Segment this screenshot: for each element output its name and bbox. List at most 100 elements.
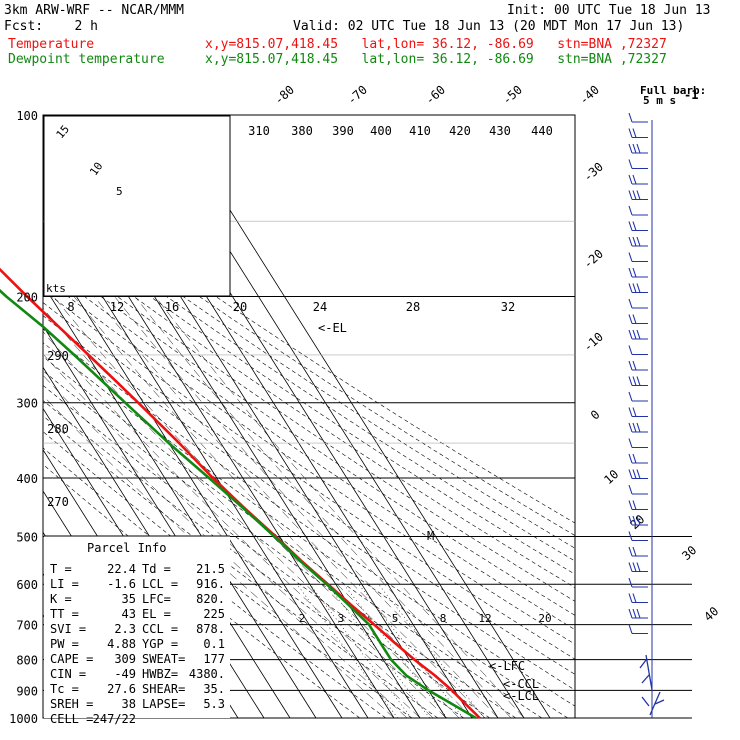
wind-barb — [628, 267, 648, 278]
wind-barb — [628, 221, 648, 232]
lfc-marker: <-LFC — [489, 659, 525, 673]
isotherm-label: 40 — [701, 604, 721, 624]
hodograph-kts-label: kts — [46, 282, 66, 295]
moist-adiabat — [53, 296, 460, 719]
wind-barb — [628, 422, 648, 433]
el-marker: <-EL — [318, 321, 347, 335]
wind-barb — [628, 515, 648, 526]
wind-barb-low — [639, 654, 665, 716]
moist-adiabat — [43, 307, 447, 719]
parcel-value: 22.4 — [107, 562, 136, 576]
pressure-tick-600: 600 — [16, 578, 38, 592]
melting-level-marker: M — [427, 529, 434, 543]
parcel-info-row: CELL = 247/22 — [50, 712, 136, 726]
wind-barb — [628, 112, 648, 123]
wind-barb — [628, 438, 648, 449]
isotherm-label: -60 — [423, 83, 448, 108]
wind-barb — [628, 546, 648, 557]
mixing-ratio-label: 5 — [392, 612, 399, 625]
parcel-label: LCL = — [142, 577, 178, 591]
parcel-info-row: SVI = 2.3 CCL = 878. — [50, 622, 225, 636]
parcel-label: CCL = — [142, 622, 178, 636]
wind-barb — [628, 531, 648, 542]
wind-barb — [628, 236, 648, 247]
parcel-info-row: SREH = 38 LAPSE= 5.3 — [50, 697, 225, 711]
theta-label: 420 — [449, 124, 471, 138]
dry-adiabat — [43, 400, 464, 719]
pressure-tick-700: 700 — [16, 619, 38, 633]
wind-barb — [628, 283, 648, 294]
wind-barb — [628, 329, 648, 340]
parcel-info-row: CAPE = 309 SWEAT= 177 — [50, 652, 225, 666]
wind-barb — [628, 484, 648, 495]
pressure-tick-300: 300 — [16, 397, 38, 411]
parcel-value: 177 — [203, 652, 225, 666]
speed-tick-label: 12 — [110, 300, 124, 314]
wind-barb — [628, 174, 648, 185]
parcel-value: 4380. — [189, 667, 225, 681]
parcel-info-row: Tc = 27.6 SHEAR= 35. — [50, 682, 225, 696]
parcel-label: CAPE = — [50, 652, 93, 666]
isotherm — [169, 115, 551, 719]
wind-barb — [628, 391, 648, 402]
mixing-ratio-line — [378, 584, 485, 719]
parcel-value: 225 — [203, 607, 225, 621]
isotherm-label: 10 — [601, 467, 621, 487]
parcel-label: YGP = — [142, 637, 178, 651]
parcel-label: SREH = — [50, 697, 93, 711]
parcel-value: 43 — [122, 607, 136, 621]
hodograph-ring-label: 10 — [87, 160, 105, 178]
parcel-value: 878. — [196, 622, 225, 636]
parcel-label: LI = — [50, 577, 79, 591]
parcel-info-row: TT = 43 EL = 225 — [50, 607, 225, 621]
parcel-value: 916. — [196, 577, 225, 591]
wind-barb — [628, 624, 648, 635]
barb-legend-2: 5 m s — [643, 94, 676, 107]
theta-label: 390 — [332, 124, 354, 138]
valid-time: Valid: 02 UTC Tue 18 Jun 13 (20 MDT Mon … — [293, 19, 685, 34]
pressure-tick-800: 800 — [16, 654, 38, 668]
ccl-marker: <-CCL — [503, 677, 539, 691]
theta-label: 430 — [489, 124, 511, 138]
wind-barb — [628, 407, 648, 418]
pressure-tick-1000: 1000 — [9, 712, 38, 726]
wind-barb — [628, 453, 648, 464]
parcel-label: TT = — [50, 607, 79, 621]
pressure-tick-100: 100 — [16, 109, 38, 123]
init-time: Init: 00 UTC Tue 18 Jun 13 — [507, 3, 711, 18]
parcel-value: 309 — [114, 652, 136, 666]
temperature-legend: Temperature — [8, 37, 95, 52]
hodograph-ring-label: 5 — [116, 185, 123, 198]
parcel-info-panel — [44, 536, 230, 718]
parcel-label: HWBZ= — [142, 667, 178, 681]
parcel-value: 4.88 — [107, 637, 136, 651]
temperature-line — [0, 267, 481, 719]
wind-barb — [628, 577, 648, 588]
wind-barb — [628, 500, 648, 511]
mixing-ratio-label: 2 — [299, 612, 306, 625]
parcel-value: -49 — [114, 667, 136, 681]
dry-adiabat — [43, 447, 386, 719]
speed-tick-label: 8 — [67, 300, 74, 314]
hodograph-frame — [43, 115, 231, 297]
parcel-info-title: Parcel Info — [87, 541, 166, 555]
isotherm-label: -20 — [581, 247, 606, 272]
parcel-label: CIN = — [50, 667, 86, 681]
parcel-value: -1.6 — [107, 577, 136, 591]
wind-barb — [628, 143, 648, 154]
wind-barb — [628, 159, 648, 170]
pressure-tick-500: 500 — [16, 530, 38, 544]
parcel-value: 35 — [122, 592, 136, 606]
isotherm-label: -10 — [581, 330, 606, 355]
parcel-label: SVI = — [50, 622, 86, 636]
wind-barb — [628, 345, 648, 356]
mixing-ratio-line — [358, 584, 464, 719]
isotherm-label: 30 — [679, 543, 699, 563]
isotherm-label: 20 — [627, 512, 647, 532]
pressure-tick-900: 900 — [16, 684, 38, 698]
parcel-value: 247/22 — [93, 712, 136, 726]
wind-barb — [628, 593, 648, 604]
dewpoint-location: x,y=815.07,418.45 lat,lon= 36.12, -86.69… — [205, 52, 667, 67]
wind-barb — [628, 376, 648, 387]
